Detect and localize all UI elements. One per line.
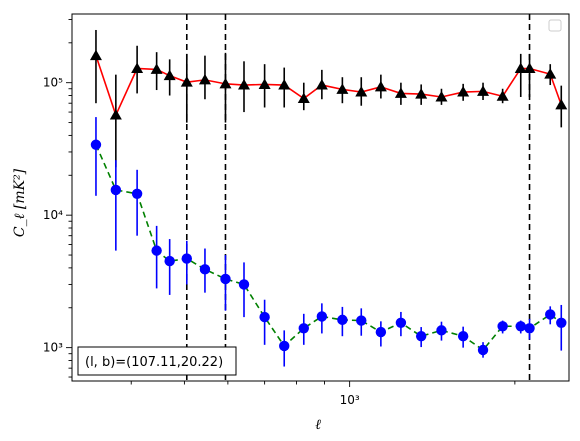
data-point [297,92,310,103]
data-point [477,85,490,96]
reference-lines [185,14,531,381]
data-point [151,245,162,256]
data-point [238,79,251,90]
data-point [238,279,250,290]
data-point [150,63,163,74]
data-point [220,273,231,285]
data-point [356,315,367,326]
data-point [110,184,122,196]
data-point [556,317,567,328]
data-point [375,326,387,338]
data-point [355,86,368,97]
data-point [316,311,328,322]
data-point [496,90,509,101]
data-point [131,188,143,199]
data-point [198,73,211,85]
annotation-text: (l, b)=(107.11,20.22) [85,355,223,370]
data-point [336,83,349,94]
data-point [514,62,527,73]
data-point [395,317,407,328]
data-point [374,80,387,92]
axis-ticks [66,19,516,387]
data-point [515,321,526,332]
data-point [278,79,291,90]
data-point [524,323,535,334]
x-axis-title: ℓ [315,417,321,433]
data-point [163,69,176,81]
y-tick-label: 10⁴ [43,208,63,222]
data-point [89,49,102,61]
data-point [259,311,270,323]
data-point [436,325,447,336]
data-point [435,90,448,102]
y-tick-label: 10³ [43,341,63,355]
data-point [394,87,407,98]
data-point [181,253,192,264]
y-axis-title: C_ℓ [mK²] [12,168,28,237]
data-point [131,62,144,73]
data-point [523,62,536,73]
x-tick-label: 10³ [340,393,360,407]
legend-box [548,19,562,32]
data-point [544,68,557,79]
data-point [298,323,309,334]
y-tick-label: 10⁵ [43,76,63,90]
data-point [315,79,328,90]
data-point [457,86,470,97]
series-0 [89,29,568,168]
data-point [164,255,175,267]
data-point [219,77,232,89]
data-point [415,331,427,342]
data-series [89,29,568,367]
data-point [497,321,508,332]
series-line [95,55,563,118]
plot-frame [71,13,570,382]
data-point [90,139,102,150]
data-point [258,78,271,89]
data-point [180,76,193,87]
data-point [109,109,122,120]
series-line [95,144,562,352]
data-point [555,98,568,110]
data-point [457,331,469,342]
annotation-box: (l, b)=(107.11,20.22) [77,346,237,376]
tick-labels: 10³ 10³ 10⁴ 10⁵ [43,76,360,407]
data-point [545,309,556,320]
series-1 [90,117,567,367]
data-point [477,344,489,356]
data-point [415,88,428,99]
data-point [279,340,290,352]
data-point [337,314,348,326]
data-point [199,264,211,275]
